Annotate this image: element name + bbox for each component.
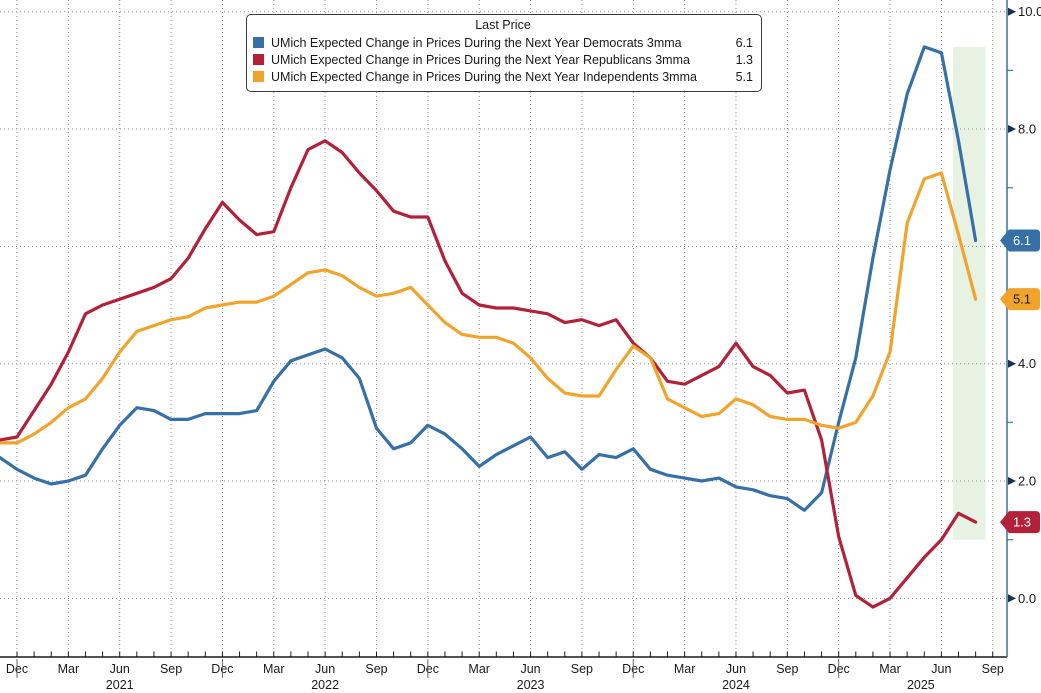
x-tick-label: Jun	[315, 662, 335, 676]
legend-item-value: 1.3	[735, 52, 753, 67]
price-badge-republicans: 1.3	[1000, 511, 1040, 534]
x-tick-label: Mar	[58, 662, 80, 676]
x-year-label: 2021	[106, 678, 134, 692]
x-tick-label: Jun	[520, 662, 540, 676]
legend-item-label: UMich Expected Change in Prices During t…	[271, 35, 682, 50]
series-line-independents	[0, 171, 978, 445]
legend-item-label: UMich Expected Change in Prices During t…	[271, 52, 690, 67]
x-tick-label: Mar	[879, 662, 901, 676]
series-line-democrats	[0, 45, 978, 512]
x-tick-label: Jun	[726, 662, 746, 676]
x-tick-label: Sep	[776, 662, 798, 676]
x-tick-label: Sep	[160, 662, 182, 676]
price-badge-label: 5.1	[1013, 292, 1031, 307]
legend-item-value: 6.1	[735, 35, 753, 50]
x-tick-label: Sep	[982, 662, 1004, 676]
legend-item-independents: UMich Expected Change in Prices During t…	[253, 68, 753, 85]
y-tick-label: 2.0	[1018, 474, 1036, 489]
legend-rows: UMich Expected Change in Prices During t…	[253, 34, 753, 85]
x-year-label: 2024	[722, 678, 750, 692]
y-tick-label: 10.0	[1018, 4, 1041, 19]
x-axis: Dec Mar Jun Sep Dec Mar Jun Sep Dec Mar Jun Sep Dec M…	[0, 651, 1007, 692]
y-tick-arrow-icon	[1008, 359, 1016, 368]
legend-swatch-independents	[253, 71, 264, 82]
legend-swatch-republicans	[253, 54, 264, 65]
y-tick-label: 0.0	[1018, 591, 1036, 606]
x-tick-label: Mar	[263, 662, 285, 676]
price-badge-label: 1.3	[1013, 515, 1031, 530]
y-tick-arrow-icon	[1008, 477, 1016, 486]
x-year-label: 2023	[517, 678, 545, 692]
x-tick-label: Sep	[365, 662, 387, 676]
grid-layer	[0, 0, 1007, 657]
price-badge-label: 6.1	[1013, 233, 1031, 248]
legend-item-label: UMich Expected Change in Prices During t…	[271, 69, 697, 84]
y-tick-arrow-icon	[1008, 594, 1016, 603]
legend-title: Last Price	[475, 18, 531, 32]
legend-item-value: 5.1	[735, 69, 753, 84]
y-tick-arrow-icon	[1008, 125, 1016, 134]
x-tick-label: Jun	[110, 662, 130, 676]
x-year-label: 2025	[907, 678, 935, 692]
legend-item-republicans: UMich Expected Change in Prices During t…	[253, 51, 753, 68]
price-badge-democrats: 6.1	[1000, 229, 1040, 252]
highlight-band	[953, 46, 986, 540]
x-tick-label: Jun	[931, 662, 951, 676]
legend-box: Last Price UMich Expected Change in Pric…	[246, 14, 762, 92]
x-tick-label: Mar	[674, 662, 696, 676]
y-tick-arrow-icon	[1008, 7, 1016, 16]
x-tick-label: Sep	[571, 662, 593, 676]
legend-swatch-democrats	[253, 37, 264, 48]
y-tick-label: 8.0	[1018, 122, 1036, 137]
y-tick-label: 4.0	[1018, 356, 1036, 371]
price-badge-independents: 5.1	[1000, 288, 1040, 311]
legend-item-democrats: UMich Expected Change in Prices During t…	[253, 34, 753, 51]
x-year-label: 2022	[311, 678, 339, 692]
right-axis: 10.08.06.04.02.00.0	[1006, 0, 1041, 657]
x-tick-label: Mar	[468, 662, 490, 676]
series-line-republicans	[0, 139, 978, 609]
